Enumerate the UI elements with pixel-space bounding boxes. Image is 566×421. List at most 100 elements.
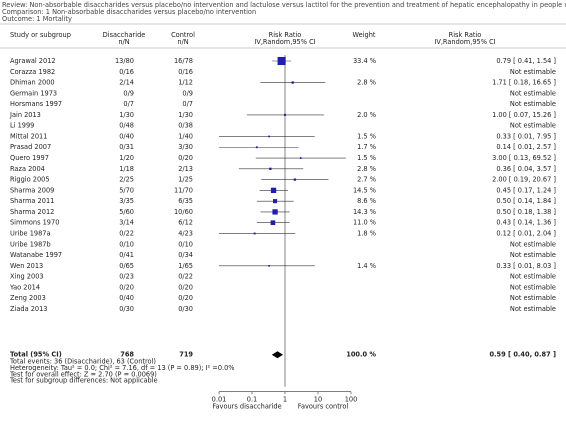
estimate-label: 0.50 [ 0.18, 1.38 ] <box>496 208 556 216</box>
control-events: 1/65 <box>178 262 193 270</box>
estimate-label: Not estimable <box>510 89 556 97</box>
study-name: Dhiman 2000 <box>10 79 55 87</box>
control-events: 0/20 <box>178 154 193 162</box>
estimate-label: Not estimable <box>510 240 556 248</box>
x-tick-label: 0.01 <box>212 396 227 404</box>
study-name: Zeng 2003 <box>10 294 46 302</box>
study-name: Ziada 2013 <box>10 305 48 313</box>
control-events: 16/78 <box>174 57 193 65</box>
estimate-label: Not estimable <box>510 273 556 281</box>
total-diamond <box>271 351 284 359</box>
treatment-events: 5/60 <box>119 208 134 216</box>
estimate-square <box>291 81 294 84</box>
study-name: Germain 1973 <box>10 89 57 97</box>
study-name: Watanabe 1997 <box>10 251 62 259</box>
treatment-events: 0/40 <box>119 132 134 140</box>
x-tick-label: 1 <box>283 396 287 404</box>
estimate-label: 0.79 [ 0.41, 1.54 ] <box>496 57 556 65</box>
treatment-events: 2/25 <box>119 176 134 184</box>
weight: 2.7 % <box>357 176 376 184</box>
study-name: Quero 1997 <box>10 154 49 162</box>
control-events: 1/12 <box>178 79 193 87</box>
footnote: Test for subgroup differences: Not appli… <box>9 377 158 385</box>
treatment-events: 0/22 <box>119 229 134 237</box>
treatment-events: 0/30 <box>119 305 134 313</box>
control-events: 0/20 <box>178 294 193 302</box>
estimate-label: Not estimable <box>510 283 556 291</box>
col-header: n/N <box>118 38 129 46</box>
estimate-square <box>270 220 276 226</box>
control-events: 6/35 <box>178 197 193 205</box>
estimate-label: 0.12 [ 0.01, 2.04 ] <box>496 229 556 237</box>
control-events: 0/34 <box>178 251 193 259</box>
estimate-square <box>293 178 297 181</box>
study-name: Uribe 1987a <box>10 229 51 237</box>
weight: 2.8 % <box>357 79 376 87</box>
estimate-square <box>268 135 270 138</box>
estimate-square <box>255 146 258 149</box>
treatment-events: 0/65 <box>119 262 134 270</box>
treatment-events: 1/30 <box>119 111 134 119</box>
study-name: Raza 2004 <box>10 165 45 173</box>
estimate-label: 0.45 [ 0.17, 1.24 ] <box>496 186 556 194</box>
study-name: Prasad 2007 <box>10 143 51 151</box>
estimate-label: 0.36 [ 0.04, 3.57 ] <box>496 165 556 173</box>
col-header: Weight <box>353 31 376 39</box>
col-header: Disaccharide <box>103 31 146 39</box>
estimate-label: 1.00 [ 0.07, 15.26 ] <box>492 111 556 119</box>
treatment-events: 0/31 <box>119 143 134 151</box>
total-treatment: 768 <box>120 351 134 359</box>
col-header: Risk Ratio <box>269 31 302 39</box>
control-events: 0/7 <box>182 100 193 108</box>
estimate-label: 0.33 [ 0.01, 7.95 ] <box>496 132 556 140</box>
col-header: Risk Ratio <box>449 31 482 39</box>
control-events: 1/25 <box>178 176 193 184</box>
study-name: Simmons 1970 <box>10 219 59 227</box>
treatment-events: 3/14 <box>119 219 134 227</box>
weight: 2.0 % <box>357 111 376 119</box>
footnote: Heterogeneity: Tau² = 0.0; Chi² = 7.16, … <box>10 364 235 372</box>
treatment-events: 0/16 <box>119 68 134 76</box>
control-events: 1/30 <box>178 111 193 119</box>
estimate-square <box>253 232 256 235</box>
study-name: Horsmans 1997 <box>10 100 62 108</box>
control-events: 11/70 <box>174 186 193 194</box>
estimate-label: 0.43 [ 0.14, 1.36 ] <box>496 219 556 227</box>
control-events: 4/23 <box>178 229 193 237</box>
treatment-events: 0/41 <box>119 251 134 259</box>
favours-right: Favours control <box>298 403 349 411</box>
treatment-events: 1/18 <box>119 165 134 173</box>
study-name: Agrawal 2012 <box>10 57 56 65</box>
study-name: Jain 2013 <box>9 111 41 119</box>
treatment-events: 13/80 <box>115 57 134 65</box>
estimate-label: Not estimable <box>510 68 556 76</box>
weight: 14.5 % <box>353 186 376 194</box>
estimate-label: 1.71 [ 0.18, 16.65 ] <box>492 79 556 87</box>
estimate-label: 0.14 [ 0.01, 2.57 ] <box>496 143 556 151</box>
weight: 2.8 % <box>357 165 376 173</box>
study-name: Xing 2003 <box>10 273 44 281</box>
total-weight: 100.0 % <box>346 351 376 359</box>
estimate-square <box>272 209 278 215</box>
treatment-events: 0/10 <box>119 240 134 248</box>
col-header: Control <box>171 31 195 39</box>
estimate-square <box>277 56 286 66</box>
study-name: Corazza 1982 <box>10 68 55 76</box>
study-name: Wen 2013 <box>10 262 43 270</box>
estimate-label: 2.00 [ 0.19, 20.67 ] <box>492 176 556 184</box>
weight: 11.0 % <box>353 219 376 227</box>
estimate-label: Not estimable <box>510 122 556 130</box>
favours-left: Favours disaccharide <box>212 403 281 411</box>
estimate-square <box>299 157 302 159</box>
col-header: IV,Random,95% CI <box>254 38 315 46</box>
treatment-events: 2/14 <box>119 79 134 87</box>
weight: 1.7 % <box>357 143 376 151</box>
study-name: Yao 2014 <box>9 283 40 291</box>
treatment-events: 0/48 <box>119 122 134 130</box>
control-events: 10/60 <box>174 208 193 216</box>
control-events: 2/13 <box>178 165 193 173</box>
study-name: Sharma 2009 <box>10 186 54 194</box>
outcome: Outcome: 1 Mortality <box>2 15 72 23</box>
estimate-square <box>284 113 286 116</box>
